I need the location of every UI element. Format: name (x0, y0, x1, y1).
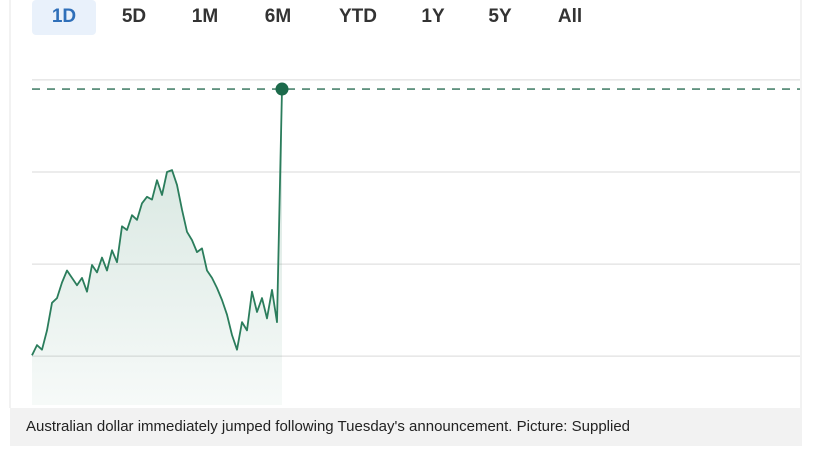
area (32, 89, 282, 405)
range-tab[interactable]: 1M (191, 6, 219, 27)
chart (9, 0, 802, 408)
range-tab[interactable]: 1Y (421, 6, 445, 27)
range-tab[interactable]: 1D (32, 0, 96, 35)
price-line (31, 89, 283, 356)
range-tab[interactable]: YTD (339, 6, 377, 27)
range-tab[interactable]: All (557, 6, 583, 27)
last-point (275, 82, 289, 96)
range-tab[interactable]: 6M (264, 6, 292, 27)
range-tab[interactable]: 5D (121, 6, 147, 27)
caption: Australian dollar immediately jumped fol… (10, 408, 802, 446)
range-tab[interactable]: 5Y (488, 6, 512, 27)
